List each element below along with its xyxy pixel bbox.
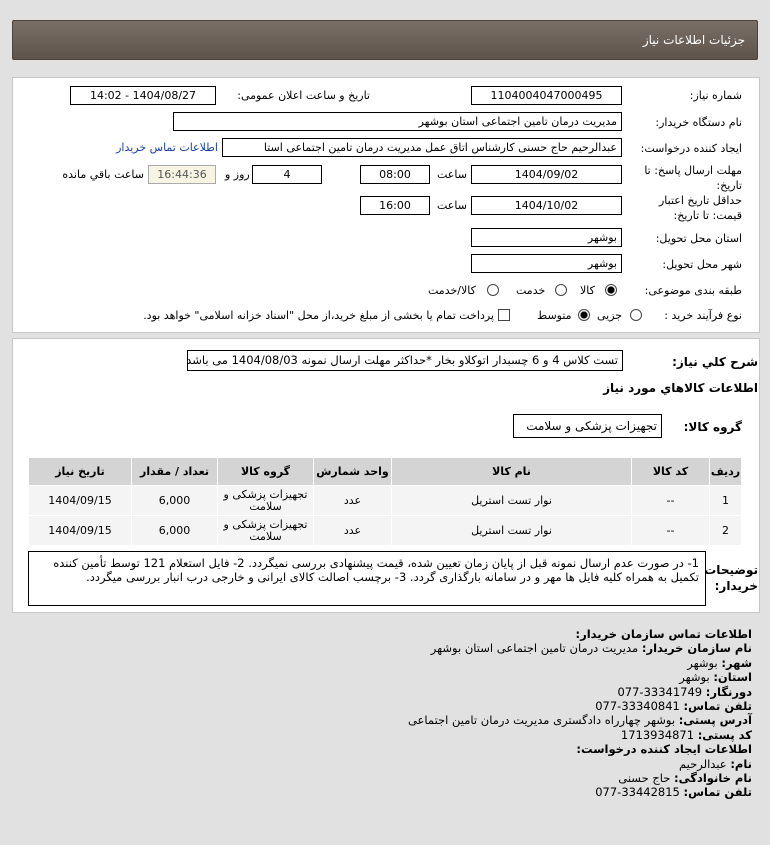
- col-group: گروه کالا: [217, 457, 314, 486]
- process-label: نوع فرآیند خرید :: [664, 309, 742, 322]
- creator-label: ایجاد کننده درخواست:: [640, 142, 742, 155]
- remaining-time-field: 16:44:36: [148, 165, 216, 184]
- deadline-time-field: 08:00: [360, 165, 430, 184]
- goods-table: ردیف کد کالا نام کالا واحد شمارش گروه کا…: [28, 457, 742, 546]
- goods-group-field: تجهیزات پزشکی و سلامت: [513, 414, 662, 438]
- contact-fax: دورنگار: 33341749-077: [617, 684, 752, 699]
- page-header: جزئيات اطلاعات نياز: [12, 20, 758, 60]
- buyer-org-field: مدیریت درمان تامین اجتماعی استان بوشهر: [173, 112, 622, 131]
- cell-qty: 6,000: [131, 515, 218, 546]
- contact-postal-code: کد پستی: 1713934871: [620, 727, 752, 742]
- validity-time-field: 16:00: [360, 196, 430, 215]
- cell-row: 1: [709, 485, 742, 516]
- province-field: بوشهر: [471, 228, 622, 247]
- contact-province: استان: بوشهر: [679, 670, 752, 685]
- category-goods-radio[interactable]: [605, 284, 617, 296]
- province-label: استان محل تحویل:: [655, 232, 742, 245]
- category-label: طبقه بندی موضوعی:: [644, 284, 742, 297]
- category-service-label: خدمت: [516, 284, 546, 297]
- category-goods-service-radio[interactable]: [487, 284, 499, 296]
- col-qty: تعداد / مقدار: [131, 457, 218, 486]
- notes-field: 1- در صورت عدم ارسال نمونه قبل از پایان …: [28, 551, 706, 606]
- cell-code: --: [631, 485, 710, 516]
- table-row: 2 -- نوار تست استریل عدد تجهیزات پزشکی و…: [28, 515, 742, 546]
- cell-unit: عدد: [313, 515, 392, 546]
- contact-phone: تلفن تماس: 33340841-077: [595, 699, 752, 714]
- need-number-label: شماره نیاز:: [689, 89, 742, 102]
- remaining-label: ساعت باقي مانده: [62, 168, 144, 181]
- cell-name: نوار تست استریل: [391, 485, 632, 516]
- cell-group: تجهیزات پزشکی و سلامت: [217, 515, 314, 546]
- cell-qty: 6,000: [131, 485, 218, 516]
- city-label: شهر محل تحویل:: [662, 258, 742, 271]
- creator-info-title: اطلاعات ایجاد کننده درخواست:: [576, 742, 752, 757]
- announce-field: 1404/08/27 - 14:02: [70, 86, 216, 105]
- contact-city: شهر: بوشهر: [687, 655, 752, 670]
- payment-note: پرداخت تمام یا بخشی از مبلغ خرید،از محل …: [143, 309, 494, 322]
- cell-row: 2: [709, 515, 742, 546]
- cell-date: 1404/09/15: [28, 485, 132, 516]
- days-label: روز و: [225, 168, 250, 181]
- process-medium-label: متوسط: [537, 309, 572, 322]
- contact-info: اطلاعات تماس سازمان خریدار: نام سازمان خ…: [152, 627, 752, 800]
- deadline-date-field: 1404/09/02: [471, 165, 622, 184]
- col-date: تاریخ نیاز: [28, 457, 132, 486]
- category-goods-label: کالا: [580, 284, 595, 297]
- col-name: نام کالا: [391, 457, 632, 486]
- validity-label: حداقل تاریخ اعتبار قیمت: تا تاریخ:: [658, 194, 742, 222]
- page-title: جزئيات اطلاعات نياز: [642, 33, 745, 47]
- goods-title: اطلاعات كالاهاي مورد نياز: [603, 381, 758, 395]
- cell-name: نوار تست استریل: [391, 515, 632, 546]
- category-goods-service-label: کالا/خدمت: [428, 284, 476, 297]
- cell-date: 1404/09/15: [28, 515, 132, 546]
- contact-org: نام سازمان خریدار: مدیریت درمان تامین اج…: [430, 641, 752, 656]
- col-unit: واحد شمارش: [313, 457, 392, 486]
- summary-label: شرح كلي نياز:: [672, 355, 758, 369]
- col-code: کد کالا: [631, 457, 710, 486]
- table-row: 1 -- نوار تست استریل عدد تجهیزات پزشکی و…: [28, 485, 742, 516]
- summary-field: تست کلاس 4 و 6 چسبدار اتوکلاو بخار *حداک…: [187, 350, 623, 371]
- deadline-label: مهلت ارسال پاسخ: تا تاریخ:: [644, 164, 742, 192]
- city-field: بوشهر: [471, 254, 622, 273]
- process-minor-radio[interactable]: [630, 309, 642, 321]
- creator-phone: تلفن تماس: 33442815-077: [595, 785, 752, 800]
- process-medium-radio[interactable]: [578, 309, 590, 321]
- buyer-contact-link[interactable]: اطلاعات تماس خریدار: [116, 141, 218, 154]
- cell-unit: عدد: [313, 485, 392, 516]
- deadline-time-label: ساعت: [437, 168, 467, 181]
- goods-group-label: گروه کالا:: [683, 420, 742, 434]
- creator-last-name: نام خانوادگی: حاج حسنی: [618, 771, 752, 786]
- creator-field: عبدالرحیم حاج حسنی کارشناس اتاق عمل مدیر…: [222, 138, 622, 157]
- contact-address: آدرس پستی: بوشهر چهارراه دادگستری مدیریت…: [407, 713, 752, 728]
- creator-first-name: نام: عبدالرحیم: [679, 756, 752, 771]
- validity-date-field: 1404/10/02: [471, 196, 622, 215]
- category-service-radio[interactable]: [555, 284, 567, 296]
- need-number-field: 1104004047000495: [471, 86, 622, 105]
- table-header-row: ردیف کد کالا نام کالا واحد شمارش گروه کا…: [28, 457, 742, 486]
- cell-code: --: [631, 515, 710, 546]
- notes-label: توضیحات خریدار:: [704, 563, 758, 593]
- contact-title: اطلاعات تماس سازمان خریدار:: [575, 627, 752, 641]
- days-field: 4: [252, 165, 322, 184]
- col-row: ردیف: [709, 457, 742, 486]
- validity-time-label: ساعت: [437, 199, 467, 212]
- announce-label: تاریخ و ساعت اعلان عمومی:: [237, 89, 370, 102]
- process-minor-label: جزیی: [597, 309, 623, 322]
- treasury-payment-checkbox[interactable]: [498, 309, 510, 321]
- cell-group: تجهیزات پزشکی و سلامت: [217, 485, 314, 516]
- buyer-org-label: نام دستگاه خریدار:: [655, 116, 742, 129]
